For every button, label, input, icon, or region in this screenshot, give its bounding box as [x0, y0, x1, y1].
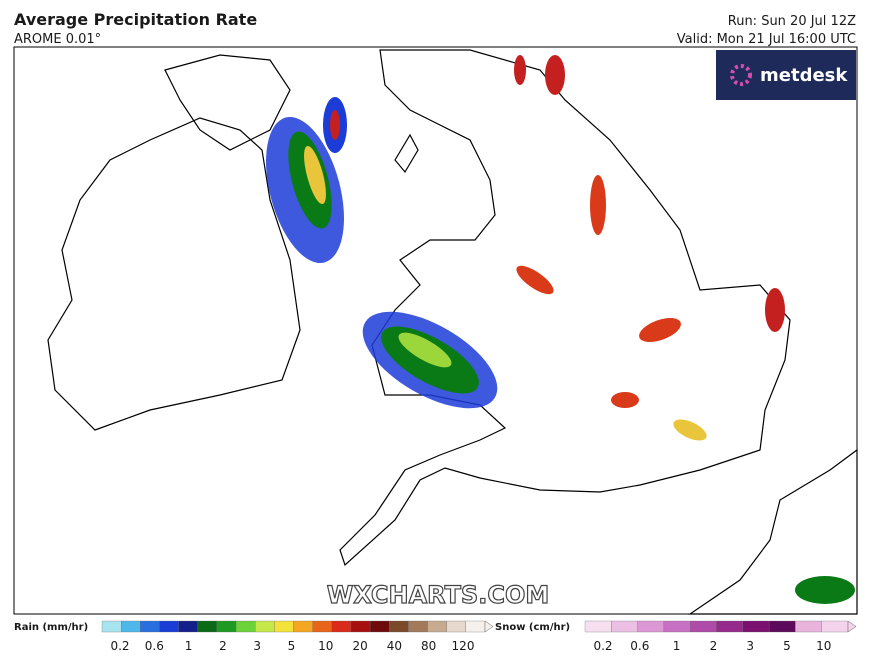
legend-tick: 3 — [746, 639, 754, 653]
snow-swatch — [716, 620, 743, 633]
legend-tick: 20 — [352, 639, 367, 653]
rain-swatch — [312, 620, 332, 633]
legend-tick: 120 — [452, 639, 475, 653]
title: Average Precipitation Rate — [14, 10, 257, 29]
rain-swatch — [140, 620, 160, 633]
legend-tick: 5 — [288, 639, 296, 653]
snow-swatch — [611, 620, 638, 633]
snow-swatch — [742, 620, 770, 633]
coastlines — [47, 49, 858, 615]
map: metdesk WXCHARTS.COM — [13, 46, 858, 615]
legend-tick: 0.2 — [110, 639, 129, 653]
rain-swatch-arrow — [484, 620, 494, 633]
legend-tick: 0.2 — [593, 639, 612, 653]
legend-tick: 1 — [673, 639, 681, 653]
snow-swatch — [637, 620, 665, 633]
legend-tick: 2 — [710, 639, 718, 653]
legend-tick: 10 — [318, 639, 333, 653]
legend: Rain (mm/hr) Snow (cm/hr) 0.2 0.6 1 2 3 5 10 20… — [14, 620, 857, 653]
rain-swatch — [235, 620, 256, 633]
snow-swatch — [663, 620, 691, 633]
snow-swatch — [584, 620, 612, 633]
snow-swatch — [821, 620, 849, 633]
rain-field — [266, 55, 855, 604]
rain-swatch — [369, 620, 390, 633]
logo: metdesk — [760, 65, 848, 86]
rain-swatch — [274, 620, 294, 633]
snow-swatch-arrow — [847, 620, 857, 633]
run: Run: Sun 20 Jul 12Z — [728, 14, 856, 29]
rain-label: Rain (mm/hr) — [14, 622, 88, 633]
rain-swatch — [389, 620, 409, 633]
legend-tick: 0.6 — [630, 639, 649, 653]
rain-swatch — [331, 620, 352, 633]
rain-swatch — [465, 620, 486, 633]
rain-swatch — [101, 620, 122, 633]
rain-swatch — [197, 620, 218, 633]
legend-tick: 10 — [816, 639, 831, 653]
legend-tick: 2 — [219, 639, 227, 653]
rain-swatch — [255, 620, 275, 633]
legend-tick: 0.6 — [145, 639, 164, 653]
rain-swatch — [427, 620, 447, 633]
rain-swatch — [216, 620, 237, 633]
valid: Valid: Mon 21 Jul 16:00 UTC — [677, 32, 856, 47]
watermark: WXCHARTS.COM — [327, 581, 549, 609]
logo-icon — [730, 64, 752, 86]
legend-tick: 80 — [421, 639, 436, 653]
snow-swatch — [795, 620, 822, 633]
snow-swatch — [690, 620, 717, 633]
logo-box — [716, 50, 856, 100]
rain-swatch — [178, 620, 198, 633]
rain-swatch — [121, 620, 141, 633]
rain-swatch — [408, 620, 428, 633]
rain-swatch — [293, 620, 313, 633]
model: AROME 0.01° — [14, 32, 101, 47]
legend-tick: 3 — [253, 639, 261, 653]
rain-swatch — [446, 620, 467, 633]
rain-swatch — [350, 620, 371, 633]
legend-tick: 5 — [783, 639, 791, 653]
legend-tick: 1 — [185, 639, 193, 653]
snow-swatch — [768, 620, 796, 633]
legend-tick: 40 — [387, 639, 402, 653]
snow-label: Snow (cm/hr) — [495, 622, 570, 633]
rain-swatch — [159, 620, 179, 633]
